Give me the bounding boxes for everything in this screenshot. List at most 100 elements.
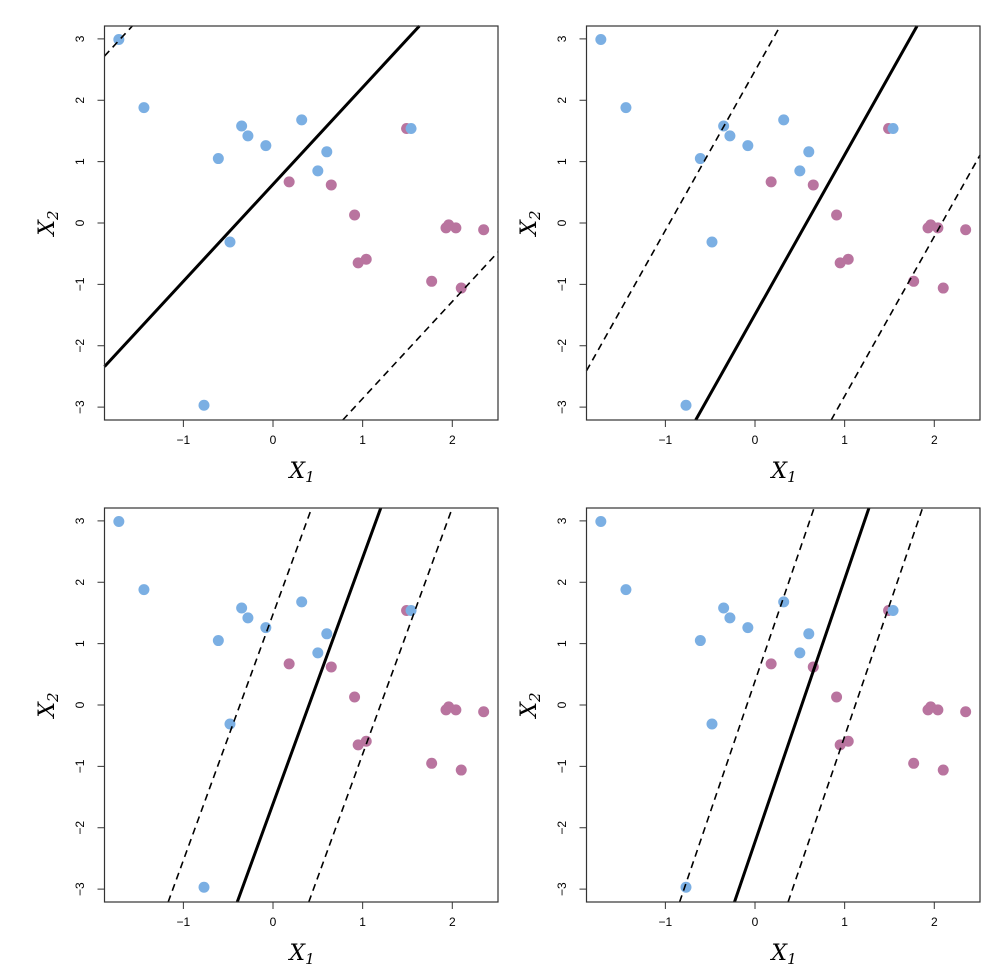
point-blue [198,399,210,411]
x-axis-label-sub: 1 [305,950,315,968]
x-axis-label: X1 [287,459,314,486]
points [103,24,499,421]
x-tick-label: −1 [177,915,191,929]
y-tick-label: −3 [555,400,569,414]
point-blue [778,114,790,126]
y-tick-label: −2 [73,821,87,835]
y-tick-label: 3 [555,35,569,42]
y-tick-label: −1 [73,759,87,773]
point-purple [283,176,295,188]
point-purple [450,222,462,234]
x-tick-label: −1 [177,433,191,447]
point-blue [212,635,224,647]
point-blue [312,647,324,659]
point-blue [706,718,718,730]
point-blue [296,596,308,608]
point-purple [349,691,361,703]
point-purple [842,253,854,265]
point-purple [360,735,372,747]
hyperplane-line [103,24,421,368]
y-axis-label-sub: 2 [526,210,544,221]
point-purple [937,282,949,294]
point-purple [360,253,372,265]
point-blue [706,236,718,248]
y-axis-label: X2 [517,210,544,237]
panel-1: −1 0 1 2 −3 −2 −1 0 1 2 3 X1 X2 [35,24,499,486]
point-purple [455,764,467,776]
point-blue [260,622,272,634]
y-tick-label: 1 [555,158,569,165]
point-purple [932,704,944,716]
x-tick-label: 2 [931,915,938,929]
margin-line-1 [103,25,133,57]
point-blue [718,602,730,614]
point-blue [198,881,210,893]
y-tick-label: 1 [555,640,569,647]
point-purple [908,757,920,769]
point-purple [807,179,819,191]
x-tick-label: 2 [931,433,938,447]
point-purple [325,661,337,673]
x-tick-label: 1 [359,433,366,447]
y-tick-label: 0 [73,701,87,708]
x-axis-label-sub: 1 [787,468,797,486]
point-purple [478,224,490,236]
y-tick-label: 0 [555,701,569,708]
point-purple [960,224,972,236]
x-axis-label: X1 [769,941,796,968]
y-tick-label: 3 [73,517,87,524]
point-blue [694,153,706,165]
y-tick-label: 1 [73,158,87,165]
y-tick-label: −3 [555,882,569,896]
x-axis-label: X1 [287,941,314,968]
point-blue [260,140,272,152]
x-axis-label-sub: 1 [787,950,797,968]
points [595,507,972,903]
point-blue [242,130,254,142]
point-blue [620,584,632,596]
x-tick-label: 0 [270,433,277,447]
point-blue [742,140,754,152]
point-purple [932,222,944,234]
point-blue [803,628,815,640]
y-tick-label: −1 [555,759,569,773]
margin-line-2 [308,507,454,903]
point-purple [831,691,843,703]
point-blue [595,516,607,528]
x-tick-label: 2 [449,915,456,929]
y-tick-label: 0 [73,219,87,226]
point-purple [937,764,949,776]
panel-2: −1 0 1 2 −3 −2 −1 0 1 2 3 X1 X2 [517,25,981,486]
y-tick-label: −2 [555,821,569,835]
point-blue [236,602,248,614]
point-blue [778,596,790,608]
y-tick-label: 3 [73,35,87,42]
point-blue [794,165,806,177]
point-blue [680,881,692,893]
point-purple [283,658,295,670]
x-tick-label: 1 [359,915,366,929]
x-tick-label: 1 [841,433,848,447]
point-purple [455,282,467,294]
point-blue [887,122,899,134]
y-tick-label: 0 [555,219,569,226]
y-tick-label: 1 [73,640,87,647]
x-tick-label: −1 [659,433,673,447]
point-purple [426,757,438,769]
point-blue [405,122,417,134]
x-tick-label: 0 [752,915,759,929]
point-purple [450,704,462,716]
point-purple [426,275,438,287]
x-tick-label: 1 [841,915,848,929]
margin-line-2 [342,251,499,421]
point-blue [296,114,308,126]
point-blue [595,34,607,46]
x-tick-label: 2 [449,433,456,447]
point-blue [242,612,254,624]
y-tick-label: −1 [555,277,569,291]
y-tick-label: −2 [555,339,569,353]
x-axis-label: X1 [769,459,796,486]
point-purple [842,735,854,747]
y-tick-label: −3 [73,882,87,896]
